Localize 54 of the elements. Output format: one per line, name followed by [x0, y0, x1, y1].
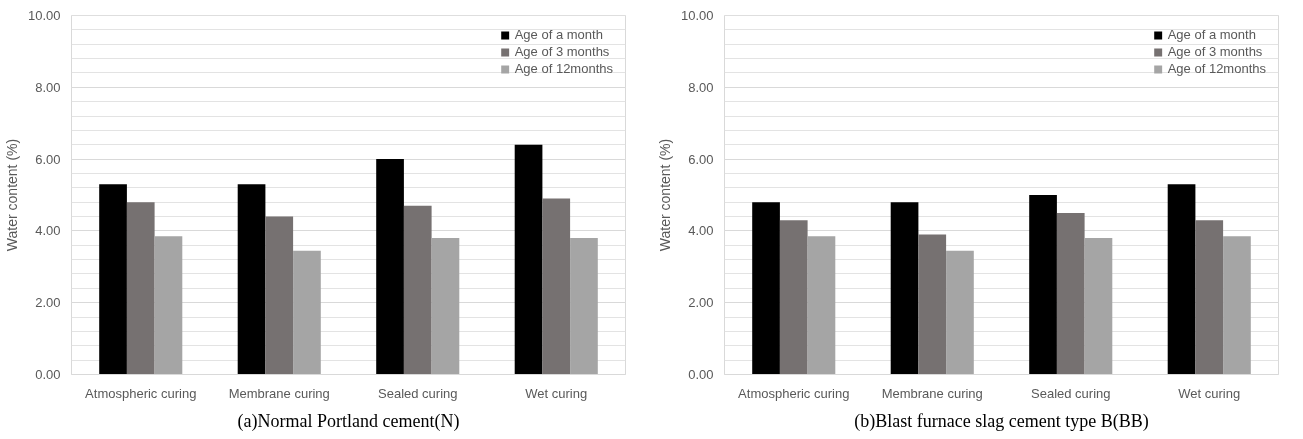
y-tick-label: 0.00 [35, 367, 61, 382]
bar [807, 236, 836, 375]
bar [946, 250, 974, 375]
bar [570, 238, 598, 375]
y-tick-label: 6.00 [35, 151, 61, 167]
bar [918, 234, 947, 375]
y-tick-label: 2.00 [688, 295, 714, 311]
legend-label: Age of 3 months [514, 44, 610, 59]
bar [1084, 238, 1113, 375]
x-tick-label: Atmospheric curing [85, 385, 197, 401]
bar [1056, 212, 1085, 375]
text: (b)Blast furnace slag cement type B(BB) [854, 410, 1149, 432]
x-tick-label: Wet curing [525, 385, 588, 401]
bar [890, 202, 919, 375]
legend-label: Age of 12months [1167, 61, 1266, 76]
x-tick-label: Membrane curing [228, 385, 330, 401]
y-tick-label: 8.00 [688, 79, 714, 95]
x-tick-label: Wet curing [1178, 385, 1241, 401]
bar [99, 184, 127, 375]
y-tick-label: 4.00 [35, 223, 61, 239]
bar [1223, 236, 1251, 375]
x-tick-label: Sealed curing [1031, 385, 1111, 401]
bar [542, 198, 571, 375]
y-axis-title: Water content (%) [656, 138, 673, 252]
bar [1195, 220, 1224, 375]
bar [779, 220, 808, 375]
bar [376, 159, 404, 375]
y-tick-label: 6.00 [688, 151, 714, 167]
text: (a)Normal Portland cement(N) [237, 410, 460, 432]
bar [403, 205, 432, 375]
legend-label: Age of 12months [514, 61, 613, 76]
legend-label: Age of 3 months [1167, 44, 1263, 59]
legend-label: Age of a month [1167, 27, 1256, 42]
bar [1167, 184, 1196, 375]
y-tick-label: 0.00 [688, 367, 714, 382]
y-tick-label: 10.00 [27, 8, 61, 23]
legend-label: Age of a month [514, 27, 603, 42]
bar [752, 202, 780, 375]
y-tick-label: 8.00 [35, 79, 61, 95]
bar [126, 202, 155, 375]
bar [431, 238, 460, 375]
y-axis-title: Water content (%) [3, 138, 20, 252]
bar [154, 236, 183, 375]
y-tick-label: 2.00 [35, 295, 61, 311]
x-tick-label: Atmospheric curing [738, 385, 850, 401]
bar [514, 144, 543, 375]
bar [265, 216, 294, 375]
bar [237, 184, 266, 375]
y-tick-label: 10.00 [680, 8, 714, 23]
x-tick-label: Sealed curing [378, 385, 458, 401]
y-tick-label: 4.00 [688, 223, 714, 239]
bar [293, 250, 321, 375]
x-tick-label: Membrane curing [881, 385, 983, 401]
bar [1029, 195, 1057, 375]
